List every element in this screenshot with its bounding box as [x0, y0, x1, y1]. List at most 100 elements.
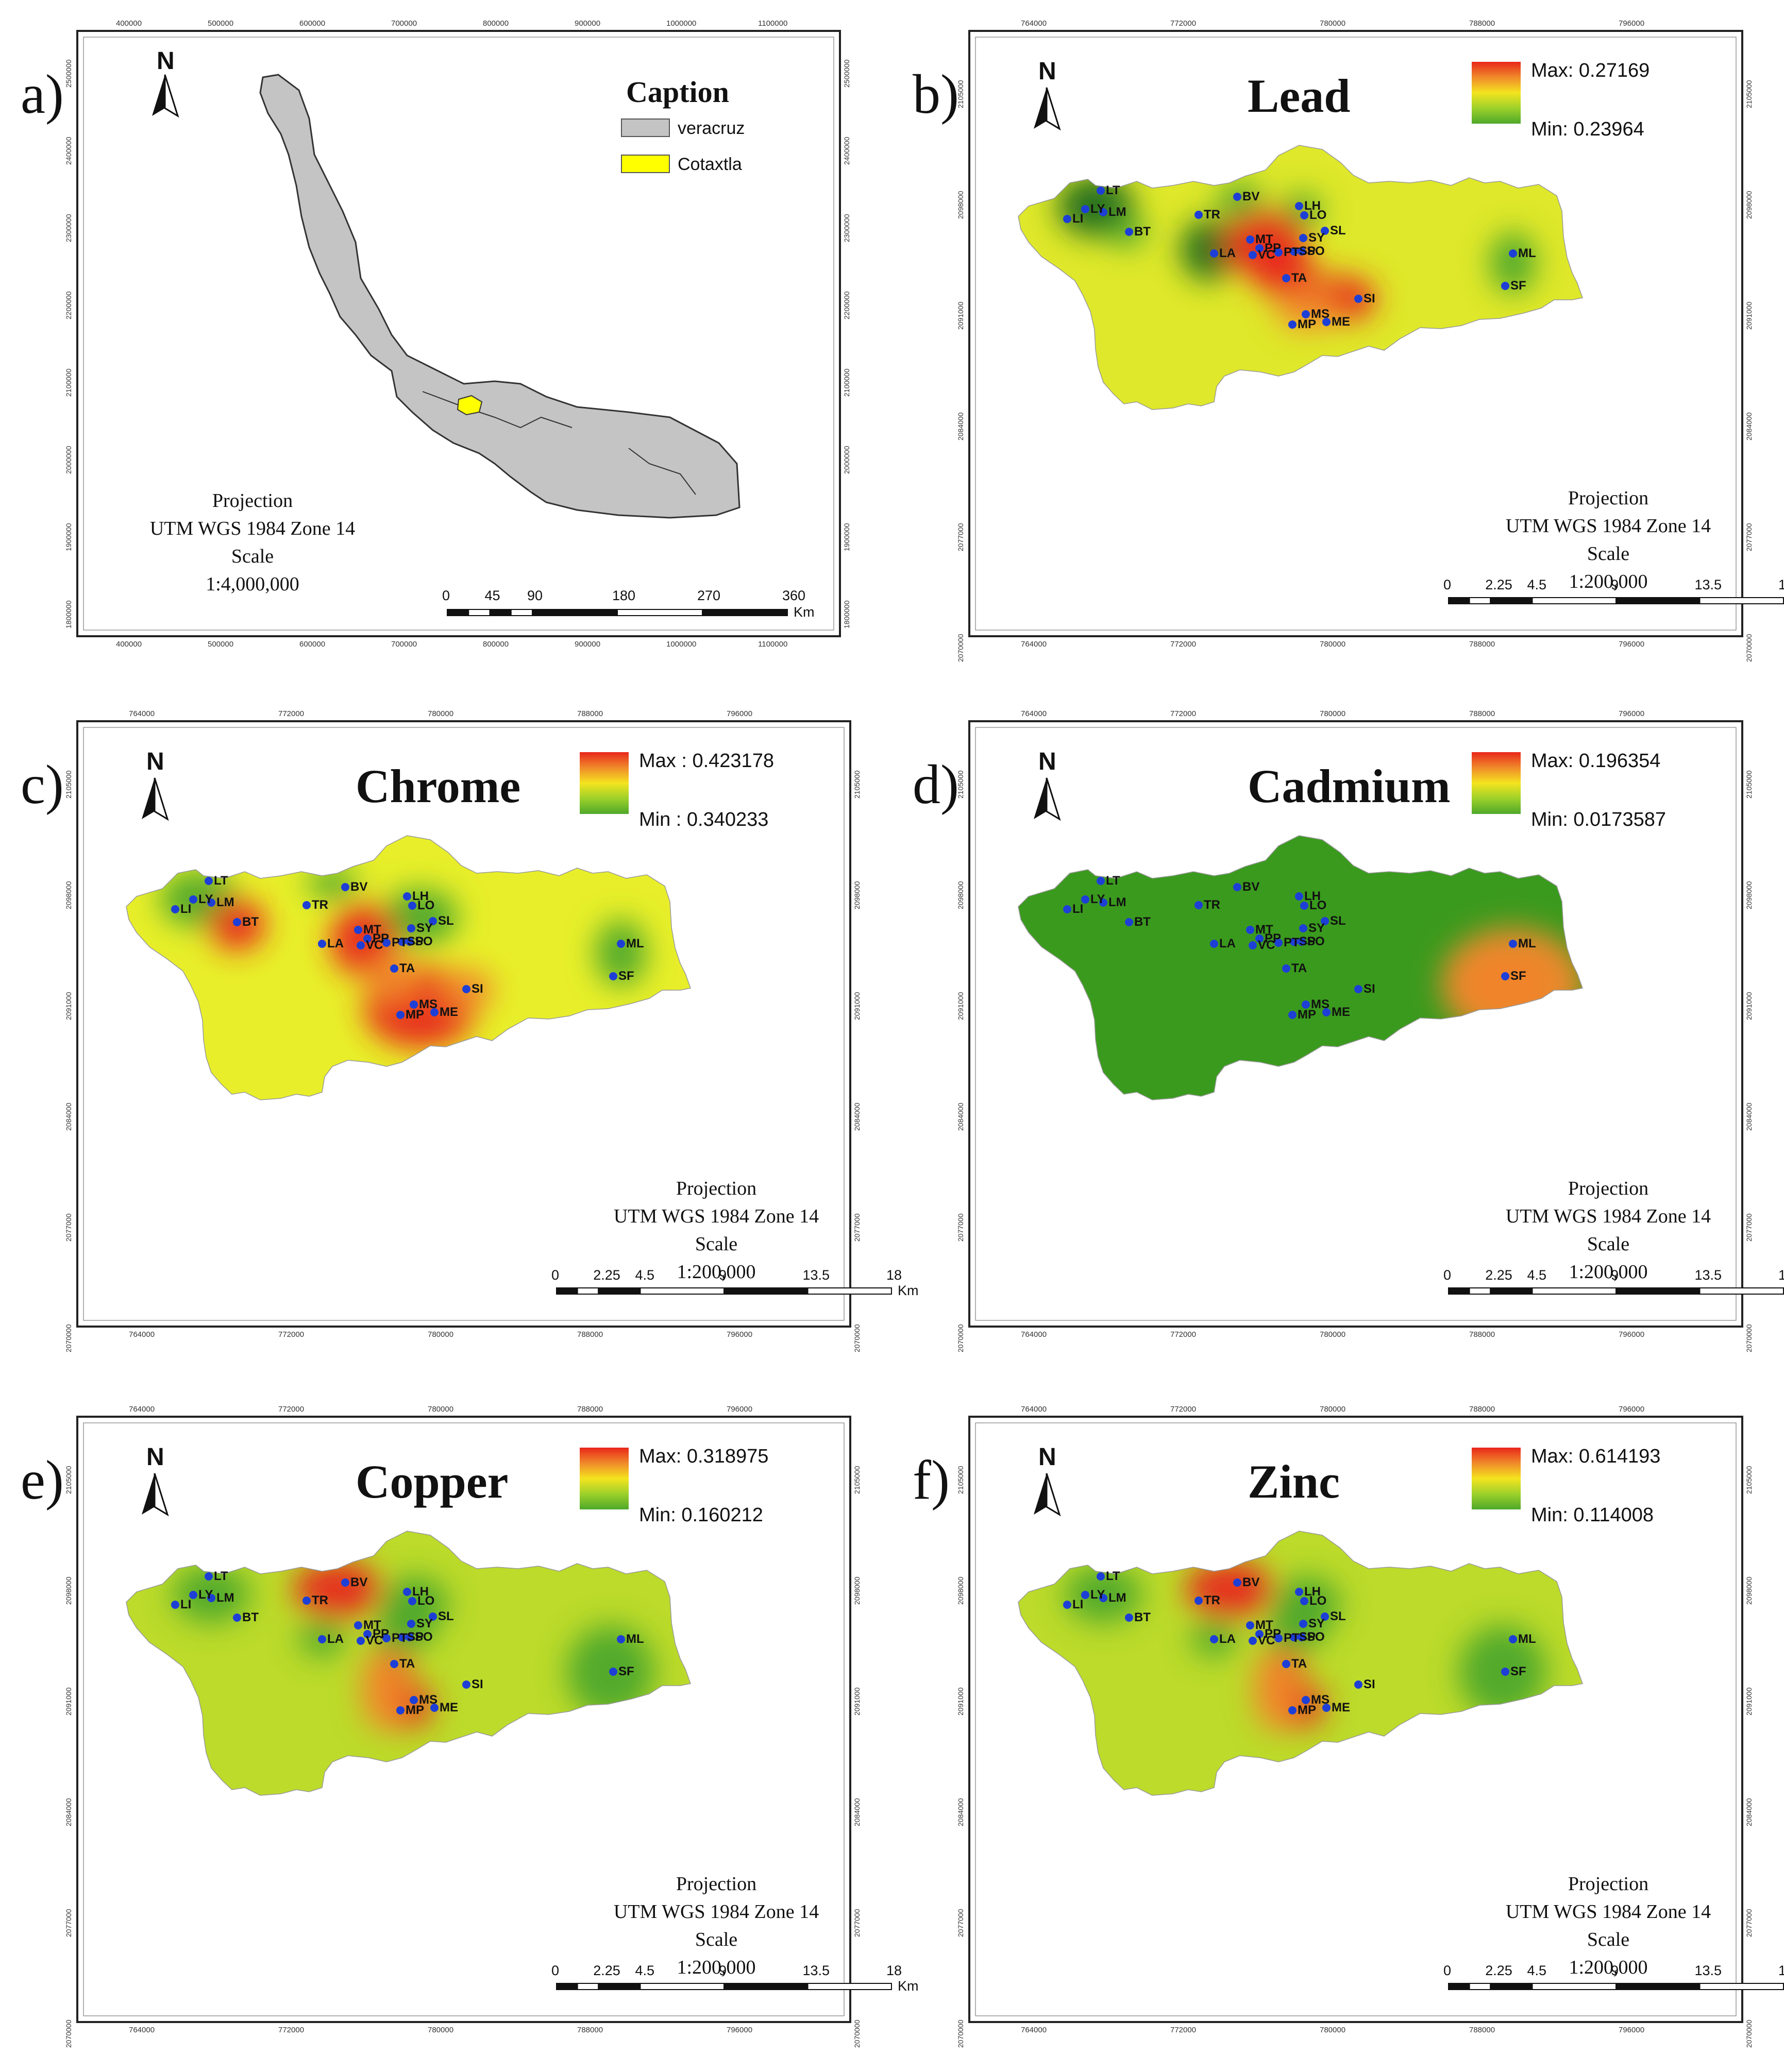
left-coordinate-tick: 2098000 — [64, 1576, 73, 1605]
scale-tick-label: 0 — [551, 1267, 560, 1283]
projection-note: Projection UTM WGS 1984 Zone 14 Scale 1:200… — [1479, 1175, 1737, 1286]
site-label-lt: LT — [1106, 1569, 1120, 1583]
sampling-site-me — [430, 1704, 439, 1712]
top-coordinate-tick: 1100000 — [758, 19, 788, 28]
sampling-site-lo — [408, 902, 416, 910]
projection-line: 1:4,000,000 — [206, 573, 299, 595]
left-coordinate-tick: 2098000 — [64, 881, 73, 909]
site-label-ta: TA — [399, 1657, 415, 1671]
right-coordinate-tick: 2084000 — [1745, 412, 1753, 440]
bottom-coordinate-tick: 796000 — [727, 1330, 753, 1339]
right-coordinate-tick: 1800000 — [843, 600, 851, 629]
site-label-pp: PP — [1265, 1627, 1282, 1641]
sampling-site-sy — [1299, 924, 1307, 932]
sampling-site-vc — [1249, 941, 1257, 949]
scale-tick-label: 4.5 — [635, 1267, 655, 1283]
bottom-coordinate-tick: 772000 — [1170, 1330, 1197, 1339]
sampling-site-ms — [1302, 1696, 1310, 1704]
left-coordinate-tick: 2300000 — [64, 214, 73, 242]
sampling-site-bv — [341, 883, 349, 891]
sampling-site-ta — [1282, 274, 1290, 282]
sampling-site-si — [462, 985, 470, 993]
caption-title: Caption — [626, 75, 729, 109]
scale-tick-label: 18 — [886, 1963, 902, 1978]
sampling-site-sf — [609, 972, 617, 980]
top-coordinate-tick: 772000 — [278, 709, 305, 718]
site-label-bt: BT — [242, 915, 259, 929]
site-label-bv: BV — [1242, 1575, 1260, 1589]
projection-line: Projection — [676, 1178, 757, 1199]
sampling-site-si — [1354, 985, 1362, 993]
legend-item-label: Cotaxtla — [678, 155, 742, 174]
site-label-sy: SY — [416, 921, 433, 935]
sampling-site-sl — [1321, 917, 1329, 925]
legend-item-label: veracruz — [678, 118, 745, 138]
site-label-li: LI — [1072, 212, 1084, 226]
north-arrow-letter: N — [146, 1443, 164, 1471]
sampling-site-pp — [363, 1630, 372, 1638]
top-coordinate-tick: 400000 — [116, 19, 142, 28]
right-coordinate-tick: 2070000 — [1745, 2019, 1753, 2048]
site-label-ml: ML — [1518, 1632, 1536, 1646]
site-label-mp: MP — [1298, 1008, 1316, 1022]
sampling-site-sl — [429, 917, 437, 925]
interpolated-surface — [1018, 836, 1583, 1100]
scale-tick-label: 9 — [719, 1267, 727, 1283]
site-label-ly: LY — [1090, 202, 1105, 216]
sampling-site-so — [406, 1633, 414, 1641]
concentration-hotspot — [1253, 1649, 1299, 1731]
bottom-coordinate-tick: 764000 — [1021, 640, 1047, 649]
sampling-site-li — [171, 905, 179, 913]
site-label-mt: MT — [1255, 1618, 1273, 1632]
site-label-ta: TA — [1291, 1657, 1307, 1671]
scale-tick-label: 0 — [1443, 1963, 1452, 1978]
sampling-site-pp — [363, 935, 372, 943]
sampling-site-vc — [357, 1637, 365, 1645]
sampling-site-tr — [1194, 901, 1203, 909]
map-title: Zinc — [1248, 1455, 1340, 1508]
sampling-site-si — [1354, 295, 1362, 303]
scale-tick-label: 18 — [1778, 577, 1784, 592]
site-label-sf: SF — [1510, 279, 1526, 293]
bottom-coordinate-tick: 764000 — [1021, 2026, 1047, 2034]
right-coordinate-tick: 2077000 — [853, 1213, 861, 1242]
sampling-site-pt — [382, 939, 391, 947]
bottom-coordinate-tick: 780000 — [1320, 2026, 1346, 2034]
projection-line: 1:200,000 — [1569, 1957, 1648, 1978]
projection-line: Projection — [1568, 1873, 1649, 1895]
left-coordinate-tick: 2098000 — [956, 881, 965, 909]
site-label-me: ME — [440, 1005, 458, 1019]
left-coordinate-tick: 2098000 — [956, 1576, 965, 1605]
sampling-site-lt — [1097, 877, 1105, 885]
top-coordinate-tick: 764000 — [1021, 1405, 1047, 1414]
site-label-ly: LY — [1090, 892, 1105, 906]
top-coordinate-tick: 788000 — [577, 1405, 603, 1414]
site-label-sy: SY — [1308, 1617, 1325, 1631]
bottom-coordinate-tick: 400000 — [116, 640, 142, 649]
site-label-ly: LY — [198, 892, 213, 906]
sampling-site-lm — [1099, 898, 1107, 907]
sampling-site-la — [318, 1635, 326, 1643]
site-label-bv: BV — [350, 1575, 368, 1589]
concentration-hotspot — [595, 920, 647, 987]
sampling-site-sf — [609, 1668, 617, 1676]
sampling-site-bt — [233, 1614, 241, 1622]
top-coordinate-tick: 900000 — [575, 19, 601, 28]
panel-label: a) — [21, 64, 64, 125]
left-coordinate-tick: 2000000 — [64, 446, 73, 474]
sampling-site-lt — [205, 1572, 213, 1581]
projection-line: Scale — [1587, 1233, 1630, 1255]
left-coordinate-tick: 2091000 — [64, 992, 73, 1020]
sampling-site-bt — [233, 918, 241, 926]
right-coordinate-tick: 2091000 — [853, 992, 861, 1020]
sampling-site-li — [1063, 905, 1071, 913]
bottom-coordinate-tick: 780000 — [428, 2026, 454, 2034]
bottom-coordinate-tick: 1000000 — [666, 640, 697, 649]
projection-line: UTM WGS 1984 Zone 14 — [613, 1205, 819, 1227]
scale-unit: Km — [898, 1978, 919, 1994]
left-coordinate-tick: 2077000 — [64, 1213, 73, 1242]
sampling-site-ms — [1302, 1000, 1310, 1009]
legend-color-ramp — [1472, 62, 1521, 124]
legend-color-ramp — [1472, 1448, 1521, 1509]
sampling-site-sy — [1299, 1620, 1307, 1628]
